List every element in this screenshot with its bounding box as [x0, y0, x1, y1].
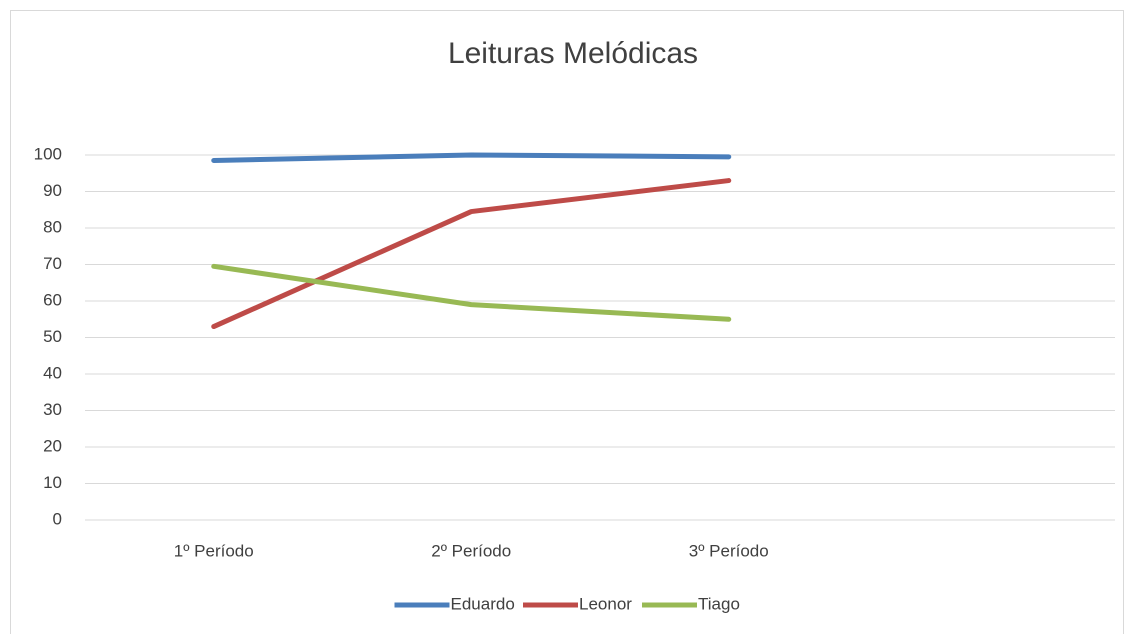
chart-title: Leituras Melódicas — [448, 37, 698, 70]
series-line — [211, 263, 732, 322]
x-tick-label: 2º Período — [431, 541, 511, 560]
legend-label: Tiago — [698, 594, 740, 613]
chart-frame — [10, 10, 1124, 634]
y-tick-label: 20 — [43, 436, 62, 455]
y-tick-label: 10 — [43, 473, 62, 492]
y-tick-label: 80 — [43, 217, 62, 236]
x-tick-label: 3º Período — [689, 541, 769, 560]
y-tick-label: 40 — [43, 363, 62, 382]
series-line — [211, 152, 732, 163]
y-tick-label: 60 — [43, 290, 62, 309]
y-tick-label: 70 — [43, 254, 62, 273]
y-tick-label: 90 — [43, 181, 62, 200]
legend-label: Eduardo — [451, 594, 515, 613]
y-tick-label: 100 — [34, 144, 62, 163]
y-tick-label: 0 — [53, 509, 62, 528]
legend-label: Leonor — [579, 594, 632, 613]
y-tick-label: 50 — [43, 327, 62, 346]
x-tick-label: 1º Período — [174, 541, 254, 560]
y-tick-label: 30 — [43, 400, 62, 419]
series-line — [211, 178, 732, 330]
